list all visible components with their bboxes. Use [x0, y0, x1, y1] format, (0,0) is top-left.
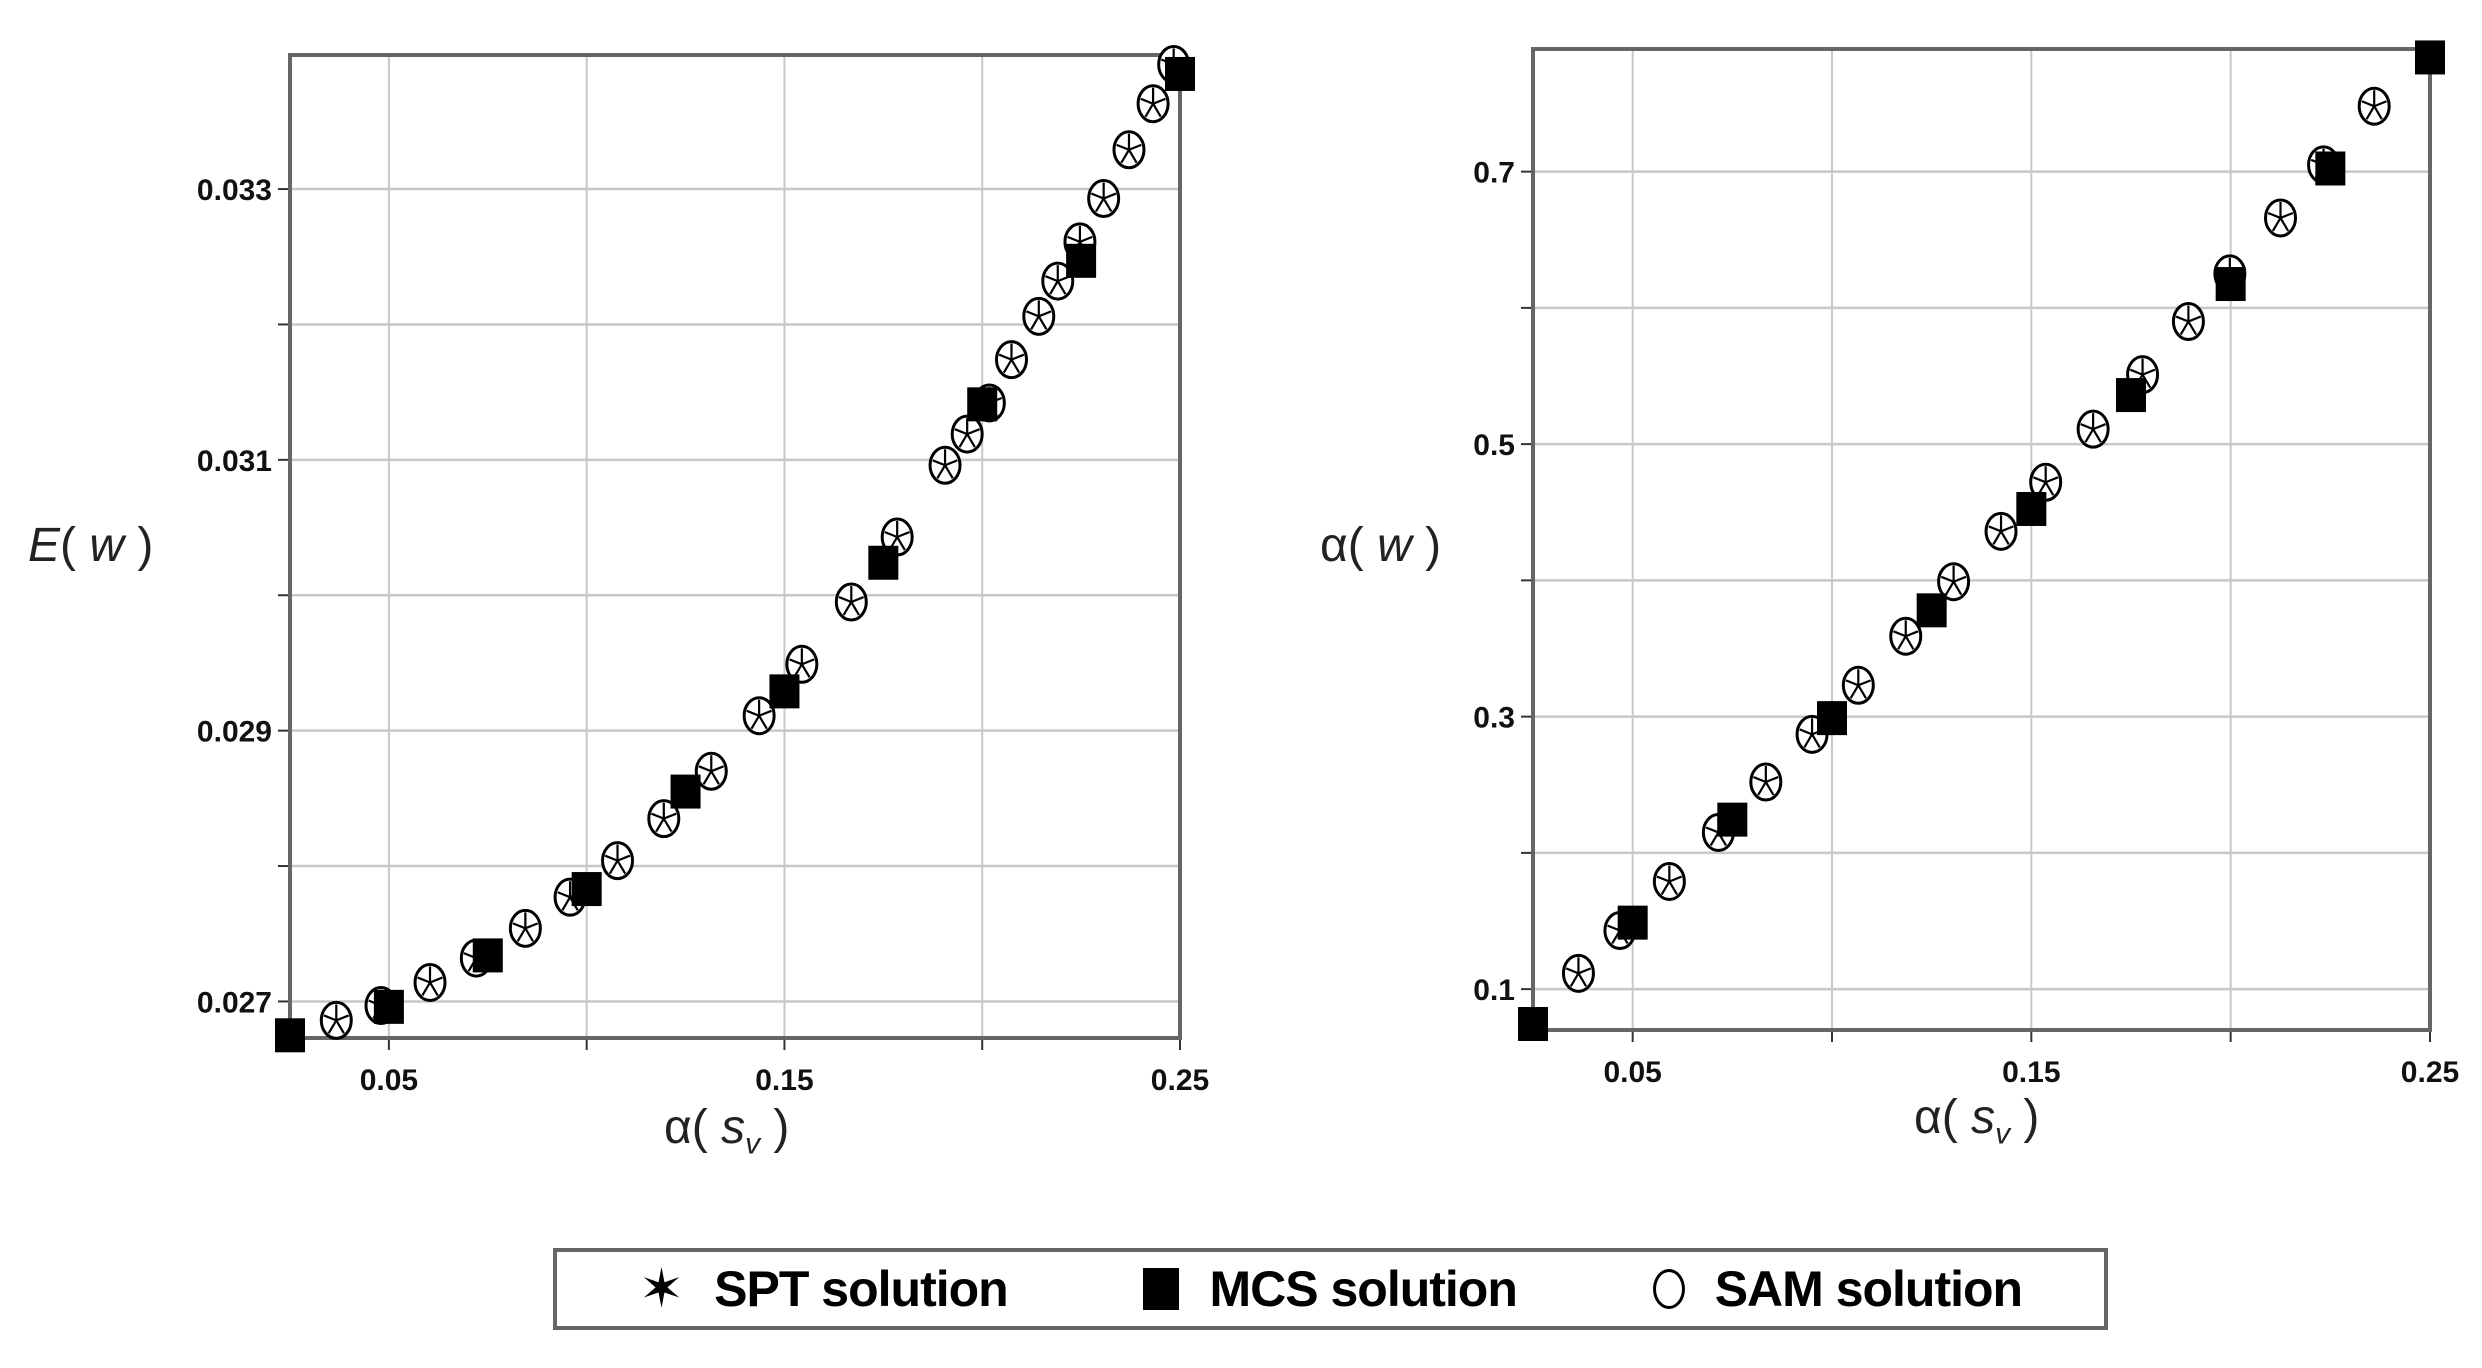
y-tick-label: 0.5 [1473, 429, 1515, 462]
spt-marker [698, 755, 725, 785]
y-tick-label: 0.7 [1473, 157, 1515, 190]
spt-marker [1656, 865, 1683, 895]
spt-marker [1116, 133, 1142, 164]
spt-marker [1940, 565, 1967, 596]
x-tick-label: 0.25 [2401, 1056, 2459, 1089]
legend-item-spt: ✶ SPT solution [638, 1259, 1009, 1319]
spt-marker [838, 586, 865, 616]
spt-marker [932, 449, 958, 479]
mcs-marker [2415, 40, 2445, 75]
legend-item-sam: SAM solution [1652, 1260, 2023, 1318]
spt-marker [2080, 413, 2106, 443]
y-tick-label: 0.029 [197, 716, 272, 749]
mcs-marker [2016, 491, 2047, 526]
mcs-marker [1518, 1007, 1548, 1042]
chart-energy: 0.05 0.15 0.25 0.027 0.029 0.031 0.033 [0, 0, 1240, 1200]
y-tick-label: 0.1 [1473, 974, 1515, 1007]
spt-marker [2361, 90, 2387, 120]
spt-marker [1753, 766, 1779, 796]
legend-label-spt-bold: SPT [714, 1261, 809, 1317]
spt-marker [2175, 305, 2202, 336]
spt-marker [789, 648, 815, 678]
spt-marker [954, 418, 980, 448]
plot-frame [1531, 47, 2432, 1032]
mcs-marker [769, 674, 800, 709]
y-tick-label: 0.3 [1473, 702, 1515, 735]
mcs-marker [1066, 243, 1097, 278]
mcs-marker [571, 872, 602, 907]
mcs-marker [2116, 378, 2146, 413]
legend-label-spt-rest: solution [808, 1261, 1008, 1317]
legend-label-sam-rest: solution [1822, 1261, 2023, 1317]
chart-alpha-ylabel: α( w ) [1320, 519, 1442, 572]
chart-alpha-plot: 0.05 0.15 0.25 0.1 0.3 0.5 0.7 [1473, 40, 2459, 1089]
spt-marker [651, 802, 677, 833]
chart-alpha-xlabel: α( sv ) [1914, 1091, 2040, 1151]
mcs-marker [1717, 802, 1748, 837]
legend: ✶ SPT solution MCS solution SAM solution [553, 1248, 2108, 1330]
spt-marker [1845, 669, 1872, 699]
legend-item-mcs: MCS solution [1143, 1260, 1518, 1318]
mcs-marker [2315, 151, 2346, 186]
spt-marker [2267, 201, 2294, 232]
y-tick-label: 0.033 [197, 174, 272, 207]
spt-marker [1090, 182, 1117, 213]
mcs-marker [967, 387, 998, 422]
mcs-marker [1817, 701, 1847, 736]
spt-marker [746, 699, 772, 730]
mcs-marker [1617, 905, 1648, 940]
legend-label-mcs-rest: solution [1317, 1261, 1517, 1317]
y-tick-label: 0.027 [197, 986, 272, 1019]
star-marker-icon: ✶ [638, 1259, 685, 1319]
mcs-marker [2215, 267, 2246, 302]
spt-marker [1988, 515, 2014, 545]
square-marker-icon [1143, 1268, 1180, 1310]
spt-marker [1892, 620, 1919, 650]
x-tick-label: 0.05 [360, 1064, 418, 1097]
x-tick-label: 0.15 [2002, 1056, 2060, 1089]
spt-marker [1565, 957, 1592, 987]
spt-marker [1045, 265, 1071, 295]
chart-energy-plot: 0.05 0.15 0.25 0.027 0.029 0.031 0.033 [197, 44, 1209, 1097]
chart-alpha: 0.05 0.15 0.25 0.1 0.3 0.5 0.7 [1240, 0, 2482, 1200]
mcs-marker [373, 989, 404, 1024]
spt-marker [604, 844, 631, 875]
y-tick-label: 0.031 [197, 445, 272, 478]
spt-marker [998, 343, 1025, 374]
spt-marker [512, 912, 539, 942]
spt-marker [323, 1004, 350, 1034]
circle-marker-icon [1652, 1269, 1685, 1309]
spt-marker [1140, 87, 1166, 118]
legend-label-mcs-bold: MCS [1209, 1261, 1318, 1317]
mcs-marker [670, 774, 701, 809]
spt-marker [417, 966, 443, 996]
mcs-marker [1165, 56, 1195, 91]
mcs-marker [275, 1018, 305, 1053]
plot-frame [288, 53, 1182, 1040]
x-tick-label: 0.25 [1151, 1064, 1209, 1097]
chart-energy-ylabel: E( w ) [28, 519, 154, 572]
mcs-marker [868, 545, 899, 580]
mcs-marker [472, 938, 503, 973]
x-tick-label: 0.05 [1603, 1056, 1661, 1089]
x-tick-label: 0.15 [755, 1064, 813, 1097]
chart-energy-xlabel: α( sv ) [664, 1101, 790, 1161]
mcs-marker [1916, 593, 1947, 628]
legend-label-sam-bold: SAM [1714, 1261, 1824, 1317]
spt-marker [1026, 300, 1052, 330]
